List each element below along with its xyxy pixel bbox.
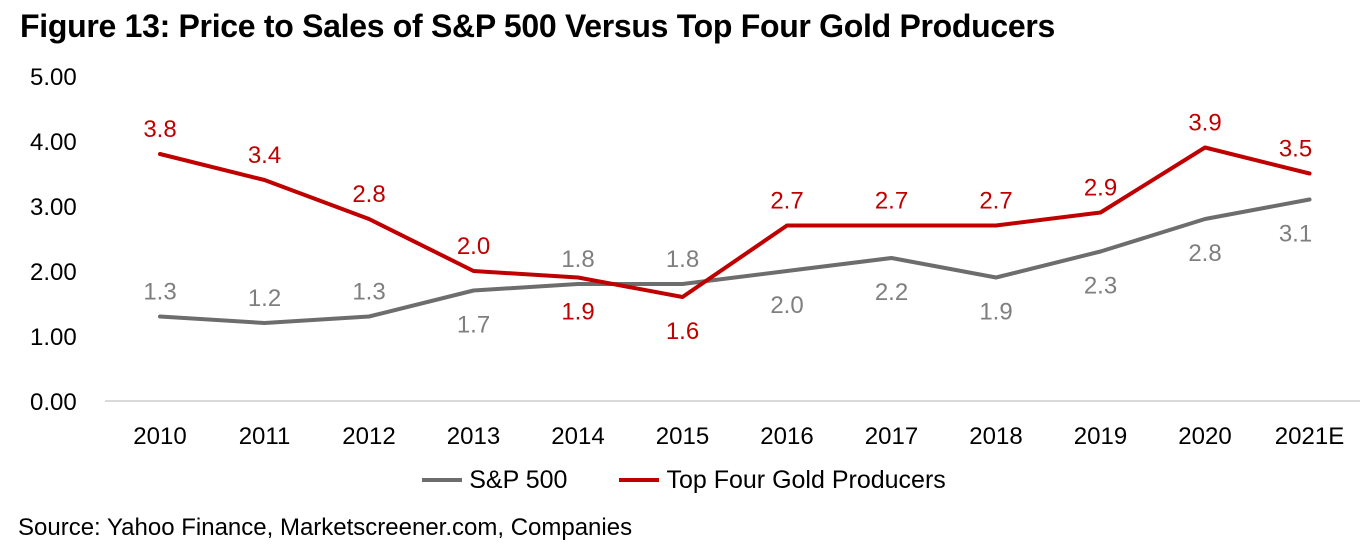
data-label: 3.4 [248,142,281,169]
x-axis-tick-label: 2017 [865,423,918,450]
data-label: 1.8 [666,246,699,273]
legend-label-sp500: S&P 500 [469,465,568,494]
x-axis-tick-label: 2015 [656,423,709,450]
data-label: 2.0 [770,292,803,319]
data-label: 2.0 [457,233,490,260]
x-axis-tick-label: 2014 [551,423,604,450]
data-label: 2.7 [875,188,908,215]
x-axis-tick-label: 2011 [239,423,291,450]
data-label: 1.3 [143,279,176,306]
x-axis-tick-label: 2018 [969,423,1022,450]
source-caption: Source: Yahoo Finance, Marketscreener.co… [18,514,633,541]
data-label: 3.9 [1188,110,1221,137]
y-axis-tick-label: 0.00 [30,389,77,416]
data-label: 2.7 [770,188,803,215]
x-axis-tick-label: 2021E [1275,423,1344,450]
x-axis-tick-label: 2016 [760,423,813,450]
data-label: 1.6 [666,318,699,345]
legend-item-sp500: S&P 500 [422,466,567,495]
data-label: 2.8 [1188,240,1221,267]
data-label: 1.2 [248,285,281,312]
data-label: 2.2 [875,279,908,306]
data-label: 3.5 [1279,136,1312,163]
line-chart-canvas: 0.00 1.00 2.00 3.00 4.00 5.00 2010 2011 2012 2013… [30,64,1360,450]
y-axis-tick-label: 4.00 [30,129,77,156]
data-label: 1.8 [561,246,594,273]
data-label: 2.9 [1084,175,1117,202]
data-label: 3.8 [143,116,176,143]
data-label: 1.7 [457,312,490,339]
x-axis-tick-label: 2013 [447,423,500,450]
y-axis-tick-label: 5.00 [30,64,77,91]
data-label: 1.9 [561,299,594,326]
y-axis-tick-label: 1.00 [30,324,77,351]
data-label: 3.1 [1279,221,1312,248]
x-axis-tick-label: 2012 [342,423,395,450]
chart-legend: S&P 500 Top Four Gold Producers [0,464,1368,496]
x-axis-tick-label: 2019 [1074,423,1127,450]
figure-page: Figure 13: Price to Sales of S&P 500 Ver… [0,6,1368,559]
series-line [158,145,1312,299]
legend-label-gold-producers: Top Four Gold Producers [666,465,946,494]
legend-item-gold-producers: Top Four Gold Producers [619,465,946,495]
series-line [158,197,1312,325]
sp500-line-swatch-icon [422,478,463,482]
x-axis-tick-label: 2020 [1178,423,1231,450]
y-axis-tick-label: 3.00 [30,194,77,221]
data-label: 2.7 [979,188,1012,215]
y-axis-tick-label: 2.00 [30,259,77,286]
x-axis-tick-label: 2010 [133,423,186,450]
chart-title: Figure 13: Price to Sales of S&P 500 Ver… [20,8,1056,44]
data-label: 2.8 [352,181,385,208]
data-label: 1.3 [352,279,385,306]
data-label: 1.9 [979,299,1012,326]
data-label: 2.3 [1084,273,1117,300]
gold-producers-line-swatch-icon [619,478,660,482]
